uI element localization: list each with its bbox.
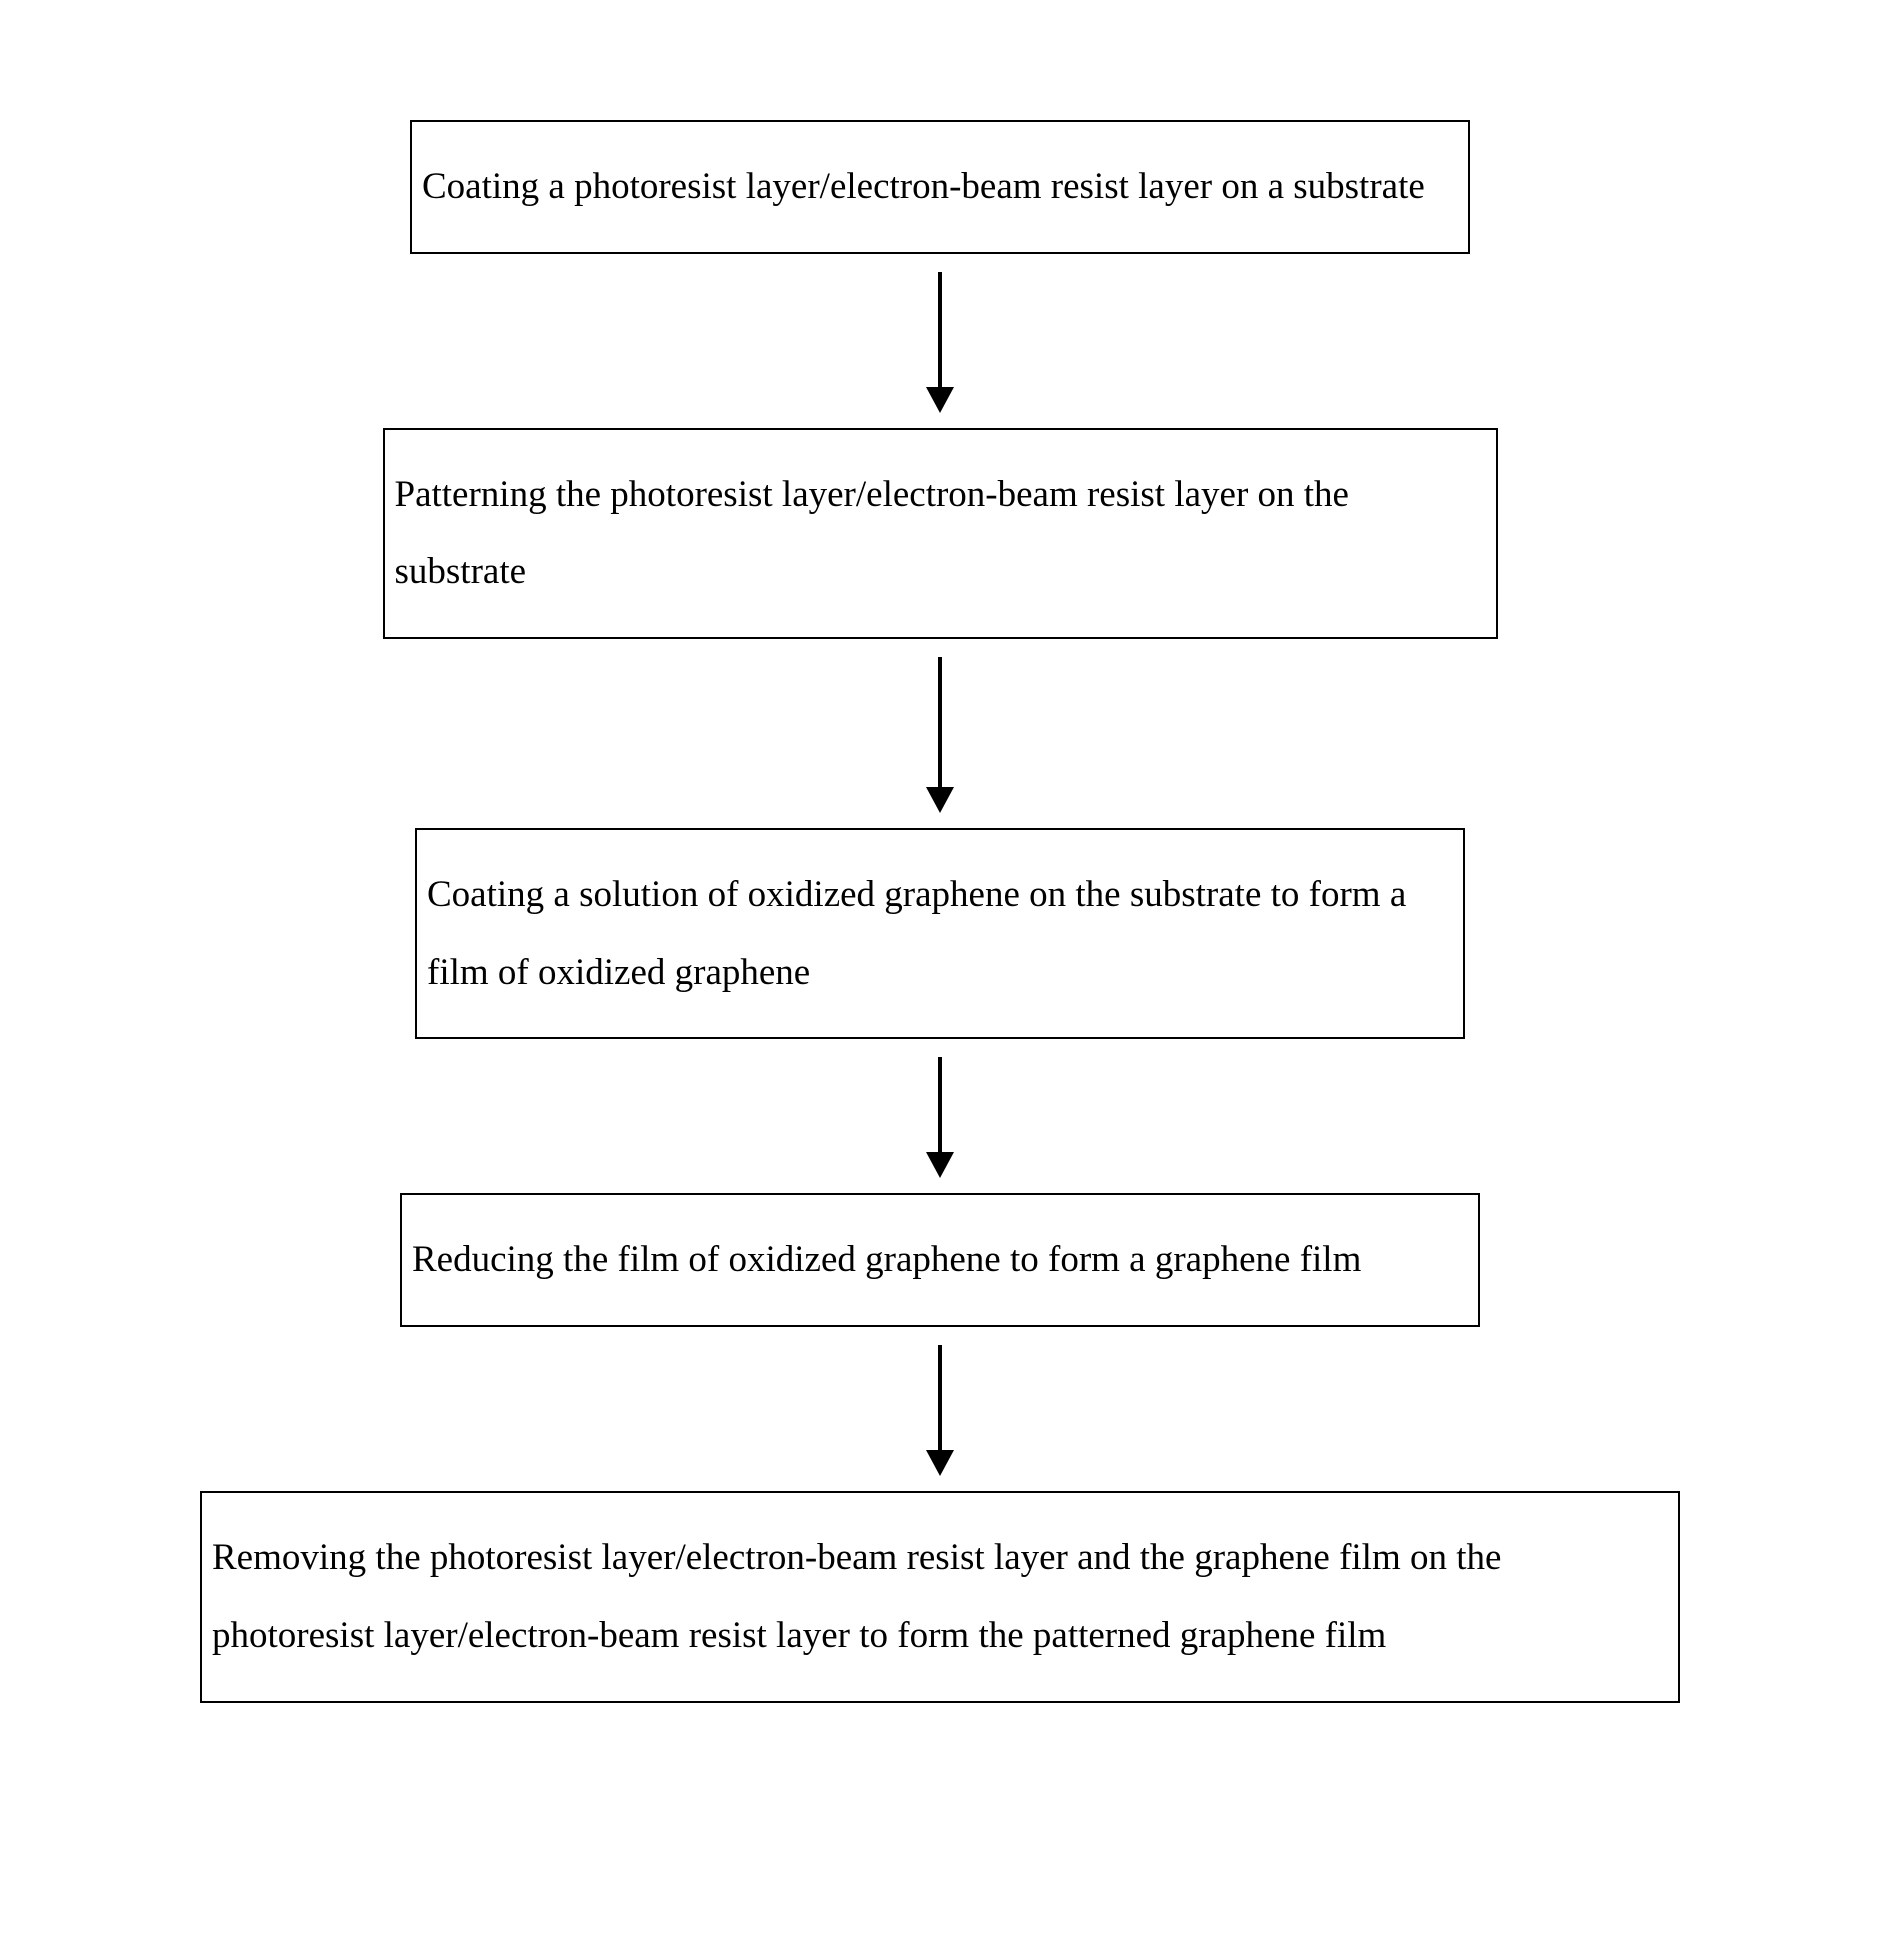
flowchart-step-1: Coating a photoresist layer/electron-bea… <box>410 120 1470 254</box>
step-text: Coating a photoresist layer/electron-bea… <box>422 166 1425 207</box>
step-text: Reducing the film of oxidized graphene t… <box>412 1239 1361 1280</box>
arrow-line <box>938 657 942 787</box>
arrow-2 <box>926 657 954 813</box>
flowchart-step-2: Patterning the photoresist layer/electro… <box>383 428 1498 639</box>
arrow-line <box>938 1057 942 1152</box>
arrow-3 <box>926 1057 954 1178</box>
arrow-head-icon <box>926 787 954 813</box>
flowchart-container: Coating a photoresist layer/electron-bea… <box>200 120 1680 1703</box>
arrow-line <box>938 272 942 387</box>
step-text: Coating a solution of oxidized graphene … <box>427 874 1406 993</box>
arrow-4 <box>926 1345 954 1476</box>
step-text: Removing the photoresist layer/electron-… <box>212 1537 1501 1656</box>
arrow-head-icon <box>926 1450 954 1476</box>
arrow-head-icon <box>926 1152 954 1178</box>
flowchart-step-4: Reducing the film of oxidized graphene t… <box>400 1193 1480 1327</box>
flowchart-step-5: Removing the photoresist layer/electron-… <box>200 1491 1680 1702</box>
arrow-line <box>938 1345 942 1450</box>
flowchart-step-3: Coating a solution of oxidized graphene … <box>415 828 1465 1039</box>
step-text: Patterning the photoresist layer/electro… <box>395 474 1349 593</box>
arrow-head-icon <box>926 387 954 413</box>
arrow-1 <box>926 272 954 413</box>
